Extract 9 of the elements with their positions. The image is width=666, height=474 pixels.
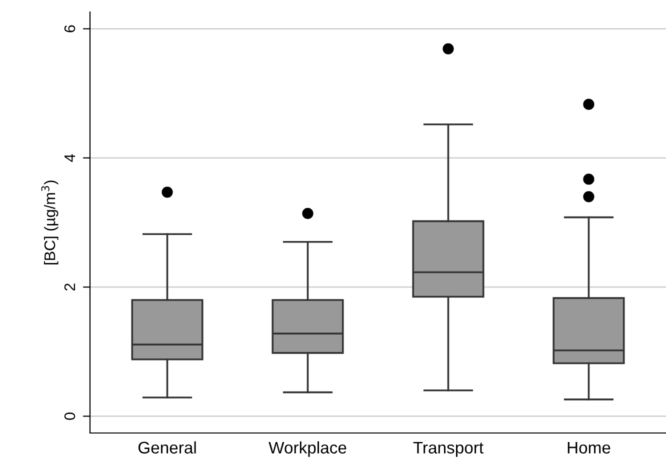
x-tick-label: Home bbox=[568, 442, 610, 454]
y-tick-label: 6 bbox=[64, 25, 76, 32]
y-tick-label: 4 bbox=[64, 154, 76, 162]
y-tick-label: 0 bbox=[64, 412, 76, 420]
x-tick-label: General bbox=[138, 441, 196, 454]
y-axis-title: [BC] (µg/m$^{3}$) bbox=[41, 180, 58, 264]
x-tick-label: Workplace bbox=[268, 441, 346, 457]
y-tick-label: 2 bbox=[64, 284, 76, 291]
x-tick-label: Transport bbox=[413, 442, 484, 457]
